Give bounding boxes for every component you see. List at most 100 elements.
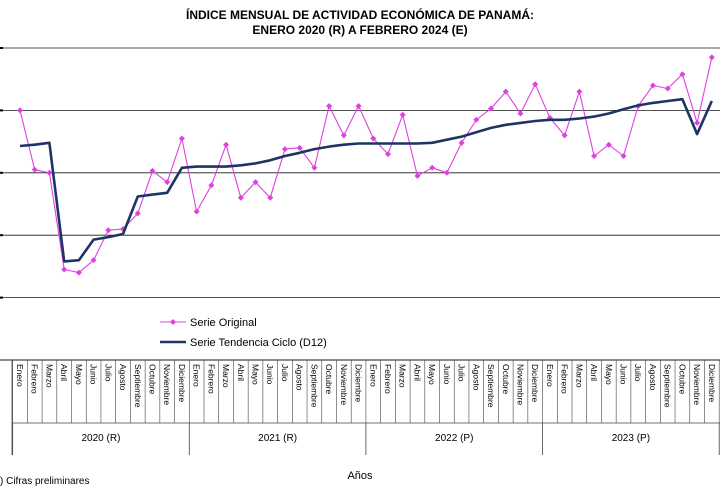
x-tick-label: Diciembre — [177, 364, 187, 403]
data-point — [75, 269, 82, 276]
data-point — [90, 257, 97, 264]
data-point — [17, 107, 23, 114]
x-tick-label: Junio — [619, 364, 629, 385]
data-point — [561, 132, 568, 139]
data-point — [223, 141, 230, 148]
data-point — [532, 81, 539, 88]
data-point — [208, 182, 215, 189]
x-tick-label: Agosto — [295, 364, 305, 391]
x-tick-label: Noviembre — [515, 364, 525, 405]
x-tick-label: Septiembre — [133, 364, 143, 408]
x-tick-label: Septiembre — [309, 364, 319, 408]
x-tick-label: Octubre — [677, 364, 687, 395]
chart-title-line-2: ENERO 2020 (R) A FEBRERO 2024 (E) — [252, 23, 468, 37]
y-tick-mark-5 — [0, 47, 3, 49]
data-point — [164, 179, 171, 186]
data-point — [105, 227, 112, 234]
x-tick-label: Marzo — [398, 364, 408, 388]
data-point — [370, 135, 377, 142]
x-tick-label: Julio — [457, 364, 467, 382]
data-point — [267, 194, 274, 201]
data-point — [620, 152, 627, 159]
x-tick-label: Junio — [265, 364, 275, 385]
x-tick-label: Julio — [103, 364, 113, 382]
footnote: ) Cifras preliminares — [0, 476, 90, 487]
x-tick-label: Abril — [236, 364, 246, 381]
x-tick-label: Octubre — [501, 364, 511, 395]
series-line-1 — [19, 97, 713, 263]
data-point — [649, 82, 656, 89]
x-tick-label: Noviembre — [339, 364, 349, 405]
x-tick-label: Septiembre — [486, 364, 496, 408]
data-point — [237, 194, 244, 201]
data-point — [296, 144, 303, 151]
x-tick-label: Enero — [192, 364, 202, 387]
data-point — [178, 135, 185, 142]
x-tick-label: Octubre — [147, 364, 157, 395]
data-point — [679, 71, 686, 78]
x-tick-label: Noviembre — [162, 364, 172, 405]
chart-title: ÍNDICE MENSUAL DE ACTIVIDAD ECONÓMICA DE… — [0, 8, 720, 38]
data-point — [134, 210, 141, 217]
x-tick-label: Julio — [280, 364, 290, 382]
data-point — [311, 164, 318, 171]
data-point — [443, 169, 450, 176]
x-tick-label: Agosto — [118, 364, 128, 391]
x-tick-label: Diciembre — [354, 364, 364, 403]
x-tick-label: Febrero — [206, 364, 216, 394]
data-point — [605, 141, 612, 148]
data-point — [708, 54, 715, 61]
y-tick-mark-1 — [0, 296, 3, 299]
x-tick-label: Abril — [412, 364, 422, 381]
data-point — [355, 103, 362, 110]
x-tick-label: Diciembre — [707, 364, 717, 403]
x-tick-label: Mayo — [604, 364, 614, 385]
x-tick-label: Abril — [59, 364, 69, 381]
data-point — [46, 169, 53, 176]
legend-label-1: Serie Tendencia Ciclo (D12) — [190, 337, 327, 349]
data-point — [340, 132, 347, 139]
data-point — [193, 208, 200, 215]
x-tick-label: Septiembre — [663, 364, 673, 408]
x-tick-label: Junio — [442, 364, 452, 385]
x-tick-label: Octubre — [324, 364, 334, 395]
legend-label-0: Serie Original — [190, 317, 257, 329]
x-tick-label: Mayo — [427, 364, 437, 385]
data-point — [252, 179, 259, 186]
data-point — [664, 85, 671, 92]
x-tick-label: Febrero — [383, 364, 393, 394]
data-point — [458, 139, 465, 146]
y-tick-mark-2 — [0, 234, 3, 237]
data-point — [502, 88, 509, 95]
x-tick-label: Junio — [89, 364, 99, 385]
x-tick-label: Agosto — [648, 364, 658, 391]
x-tick-label: Marzo — [574, 364, 584, 388]
x-tick-label: Febrero — [30, 364, 40, 394]
x-tick-label: Mayo — [74, 364, 84, 385]
year-label-0: 2020 (R) — [82, 433, 121, 444]
year-label-1: 2021 (R) — [258, 433, 297, 444]
data-point — [326, 103, 333, 110]
y-tick-mark-3 — [0, 171, 3, 174]
x-tick-label: Marzo — [221, 364, 231, 388]
x-tick-label: Marzo — [44, 364, 54, 388]
data-point — [694, 119, 701, 126]
data-point — [414, 172, 421, 179]
data-point — [429, 164, 436, 171]
data-point — [399, 111, 406, 118]
legend-marker-0 — [170, 319, 176, 325]
x-tick-label: Febrero — [560, 364, 570, 394]
x-tick-label: Agosto — [471, 364, 481, 391]
series-line-0 — [19, 57, 713, 274]
x-tick-label: Noviembre — [692, 364, 702, 405]
data-point — [385, 151, 391, 158]
year-label-3: 2023 (P) — [612, 433, 650, 444]
x-tick-label: Julio — [633, 364, 643, 382]
x-tick-label: Enero — [15, 364, 25, 387]
x-tick-label: Abril — [589, 364, 599, 381]
chart-title-line-1: ÍNDICE MENSUAL DE ACTIVIDAD ECONÓMICA DE… — [185, 8, 534, 22]
data-point — [281, 146, 288, 153]
data-point — [488, 105, 495, 112]
data-point — [517, 110, 524, 117]
